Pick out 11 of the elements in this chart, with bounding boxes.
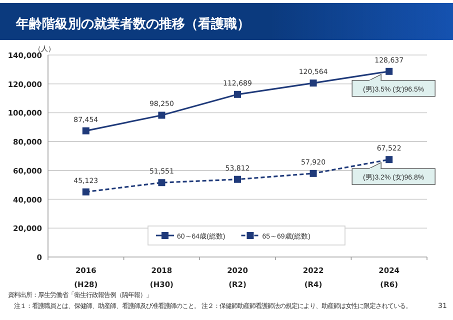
chart-title: 年齢階級別の就業者数の推移（看護職） xyxy=(15,16,250,31)
point xyxy=(234,90,241,98)
point xyxy=(158,179,166,186)
point xyxy=(234,176,241,183)
point xyxy=(386,156,393,164)
point xyxy=(82,188,90,196)
point xyxy=(82,127,90,134)
point xyxy=(386,68,393,75)
point xyxy=(310,170,317,177)
point xyxy=(310,80,317,87)
point xyxy=(158,112,166,119)
